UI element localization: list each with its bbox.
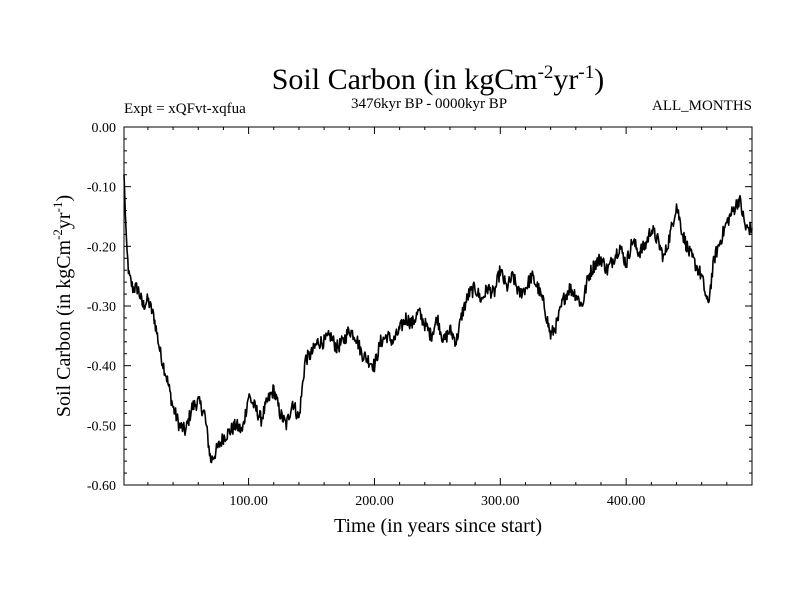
y-tick-label: -0.60	[87, 479, 116, 494]
plot-frame	[123, 126, 753, 486]
x-tick-label: 200.00	[355, 494, 394, 509]
y-tick-label: -0.10	[87, 181, 116, 196]
months-label: ALL_MONTHS	[652, 98, 752, 114]
time-range-label: 3476kyr BP - 0000kyr BP	[351, 96, 507, 112]
x-tick-label: 100.00	[229, 494, 268, 509]
y-axis: 0.00 -0.10 -0.20 -0.30 -0.40 -0.50 -0.60	[87, 121, 752, 494]
x-axis-label: Time (in years since start)	[334, 515, 542, 537]
y-tick-label: -0.50	[87, 419, 116, 434]
series-line	[123, 174, 753, 464]
experiment-label: Expt = xQFvt-xqfua	[124, 101, 246, 117]
x-axis: 100.00 200.00 300.00 400.00	[147, 127, 753, 509]
x-tick-label: 300.00	[481, 494, 520, 509]
y-tick-label: 0.00	[92, 121, 117, 136]
y-tick-label: -0.40	[87, 360, 116, 375]
y-axis-label: Soil Carbon (in kgCm-2yr-1)	[50, 195, 75, 417]
y-tick-label: -0.20	[87, 240, 116, 255]
y-tick-label: -0.30	[87, 300, 116, 315]
chart-title: Soil Carbon (in kgCm-2yr-1)	[272, 62, 605, 96]
series-layer	[123, 174, 753, 464]
x-tick-label: 400.00	[607, 494, 646, 509]
